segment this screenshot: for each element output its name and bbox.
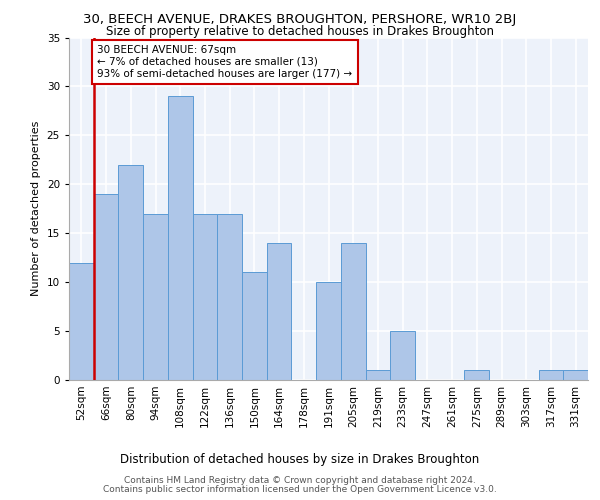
Bar [563,370,588,380]
Text: 30, BEECH AVENUE, DRAKES BROUGHTON, PERSHORE, WR10 2BJ: 30, BEECH AVENUE, DRAKES BROUGHTON, PERS… [83,12,517,26]
Text: Contains HM Land Registry data © Crown copyright and database right 2024.: Contains HM Land Registry data © Crown c… [124,476,476,485]
Bar [143,214,168,380]
Text: Distribution of detached houses by size in Drakes Broughton: Distribution of detached houses by size … [121,453,479,466]
Bar [193,214,217,380]
Text: Size of property relative to detached houses in Drakes Broughton: Size of property relative to detached ho… [106,25,494,38]
Bar [390,331,415,380]
Bar [168,96,193,380]
Bar [365,370,390,380]
Bar [341,243,365,380]
Bar [316,282,341,380]
Bar [464,370,489,380]
Text: Contains public sector information licensed under the Open Government Licence v3: Contains public sector information licen… [103,485,497,494]
Bar [94,194,118,380]
Bar [69,262,94,380]
Bar [539,370,563,380]
Bar [267,243,292,380]
Y-axis label: Number of detached properties: Number of detached properties [31,121,41,296]
Bar [217,214,242,380]
Bar [118,164,143,380]
Bar [242,272,267,380]
Text: 30 BEECH AVENUE: 67sqm
← 7% of detached houses are smaller (13)
93% of semi-deta: 30 BEECH AVENUE: 67sqm ← 7% of detached … [97,46,353,78]
